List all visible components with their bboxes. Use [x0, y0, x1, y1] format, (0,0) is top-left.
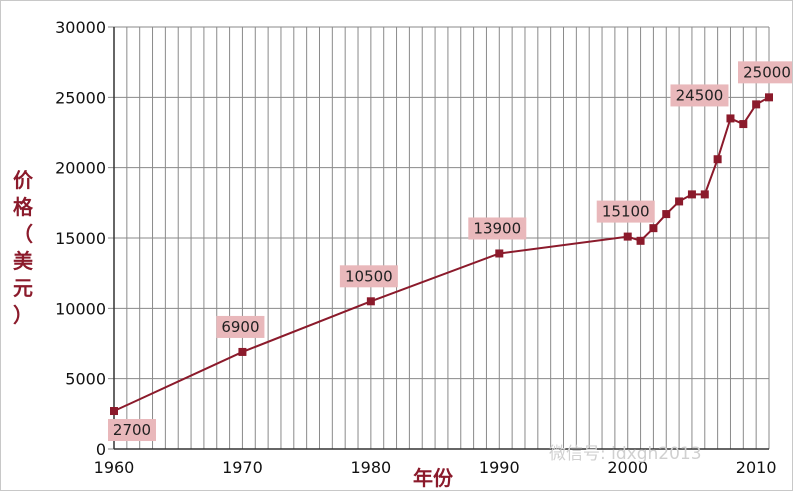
axes: 0 5000 10000 15000 20000 25000 30000 1960 1970 19…: [55, 18, 776, 477]
data-label: 2700: [113, 421, 151, 439]
y-axis-title-char: 元: [13, 276, 33, 300]
y-tick-label: 10000: [55, 299, 106, 318]
data-label: 15100: [602, 203, 650, 221]
data-point-marker: [675, 197, 684, 206]
y-tick-label: 5000: [65, 370, 106, 389]
data-label: 6900: [221, 318, 259, 336]
data-point-marker: [238, 347, 247, 356]
y-axis-title-char: 价: [13, 168, 34, 192]
data-point-marker: [662, 210, 671, 219]
x-tick-label: 1970: [222, 458, 263, 477]
data-point-marker: [687, 190, 696, 199]
data-label-box: [108, 419, 156, 442]
axis-titles: 价格 （ 美元 ） 年份: [13, 168, 454, 490]
x-axis-title: 年份: [413, 466, 454, 490]
y-tick-label: 25000: [55, 88, 106, 107]
data-point-marker: [495, 249, 504, 258]
x-tick-label: 1980: [351, 458, 392, 477]
y-tick-label: 20000: [55, 159, 106, 178]
x-tick-label: 2000: [607, 458, 648, 477]
data-point-marker: [713, 155, 722, 164]
data-point-marker: [700, 190, 709, 199]
data-label-box: [596, 200, 655, 223]
data-point-marker: [765, 93, 773, 102]
data-label-box: [339, 265, 398, 288]
grid: [108, 26, 770, 450]
x-tick-label: 2010: [736, 458, 777, 477]
data-label-box: [468, 217, 527, 240]
watermark: 微信号: idxgh2013: [549, 444, 702, 464]
data-label-box: [216, 315, 265, 338]
data-point-marker: [623, 232, 632, 241]
data-point-marker: [110, 407, 118, 416]
data-point-marker: [636, 236, 645, 245]
data-labels: 2700 6900 10500 13900 15100 24500 25000: [108, 61, 792, 442]
y-tick-label: 0: [96, 440, 106, 459]
y-tick-label: 15000: [55, 229, 106, 248]
data-label: 13900: [473, 219, 521, 237]
data-label: 24500: [676, 86, 724, 104]
y-axis-title-char: 格: [13, 195, 34, 219]
y-axis-title-char: 美: [13, 249, 34, 273]
y-axis-title-char: ）: [13, 303, 33, 327]
data-label-box: [670, 84, 729, 107]
data-point-marker: [366, 297, 375, 306]
x-tick-label: 1990: [479, 458, 520, 477]
y-axis-title-char: （: [13, 222, 33, 246]
x-tick-label: 1960: [94, 458, 135, 477]
series-line: [110, 93, 773, 416]
data-point-marker: [649, 224, 658, 233]
data-point-marker: [726, 114, 735, 123]
data-label: 10500: [345, 267, 393, 285]
data-point-marker: [752, 100, 761, 109]
data-label-box: [738, 61, 792, 84]
watermark-text: 微信号: idxgh2013: [549, 444, 702, 464]
data-label: 25000: [743, 63, 791, 81]
y-tick-label: 30000: [55, 18, 106, 37]
series-line-path: [113, 96, 770, 412]
data-point-marker: [739, 120, 748, 129]
